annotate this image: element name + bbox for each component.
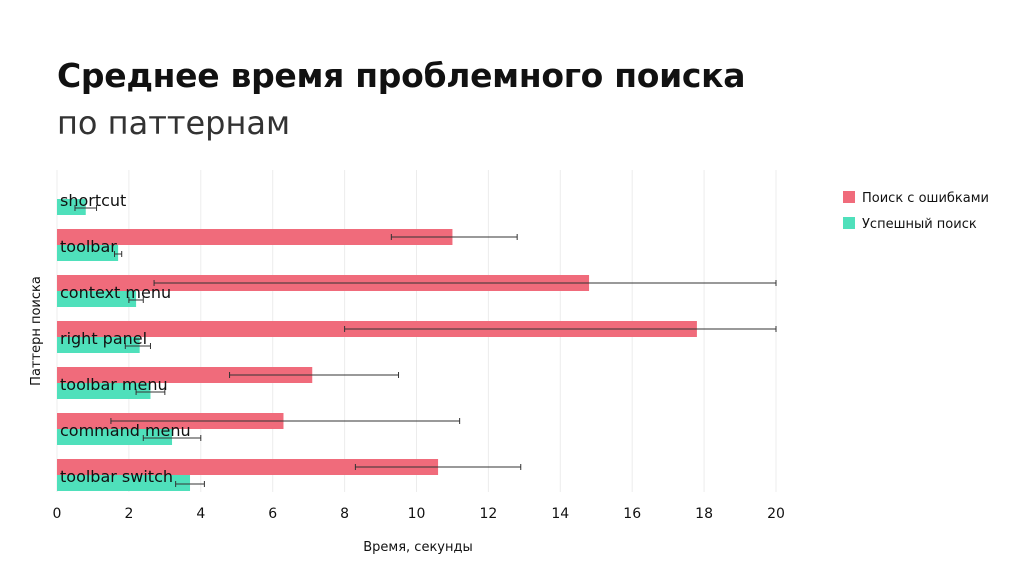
x-tick-label: 4 — [196, 506, 205, 522]
x-tick-label: 14 — [551, 506, 569, 522]
y-axis-label: Паттерн поиска — [29, 276, 44, 386]
bar-success-search — [57, 199, 86, 215]
category-label: toolbar — [60, 237, 117, 256]
x-tick-label: 0 — [53, 506, 62, 522]
x-tick-label: 18 — [695, 506, 713, 522]
x-tick-label: 8 — [340, 506, 349, 522]
x-tick-label: 16 — [623, 506, 641, 522]
bar-success-search — [57, 383, 151, 399]
x-tick-label: 10 — [408, 506, 426, 522]
category-label: context menu — [60, 283, 171, 302]
bar-success-search — [57, 291, 137, 307]
bar-success-search — [57, 245, 119, 261]
bar-error-search — [57, 367, 313, 383]
chart-title: Среднее время проблемного поиска — [57, 56, 746, 95]
bar-error-search — [57, 229, 453, 245]
bar-success-search — [57, 337, 140, 353]
category-label: right panel — [60, 329, 147, 348]
chart-subtitle: по паттернам — [57, 104, 291, 142]
x-tick-label: 6 — [268, 506, 277, 522]
legend-label: Поиск с ошибками — [862, 191, 989, 206]
x-axis-label: Время, секунды — [363, 540, 473, 555]
bar-success-search — [57, 475, 191, 491]
x-tick-label: 20 — [767, 506, 785, 522]
x-tick-label: 12 — [479, 506, 497, 522]
x-tick-label: 2 — [124, 506, 133, 522]
category-label: toolbar menu — [60, 375, 168, 394]
bar-error-search — [57, 459, 439, 475]
category-label: shortcut — [60, 191, 126, 210]
legend-label: Успешный поиск — [862, 217, 977, 232]
category-label: command menu — [60, 421, 191, 440]
legend-swatch — [843, 217, 855, 229]
category-label: toolbar switch — [60, 467, 173, 486]
legend-swatch — [843, 191, 855, 203]
